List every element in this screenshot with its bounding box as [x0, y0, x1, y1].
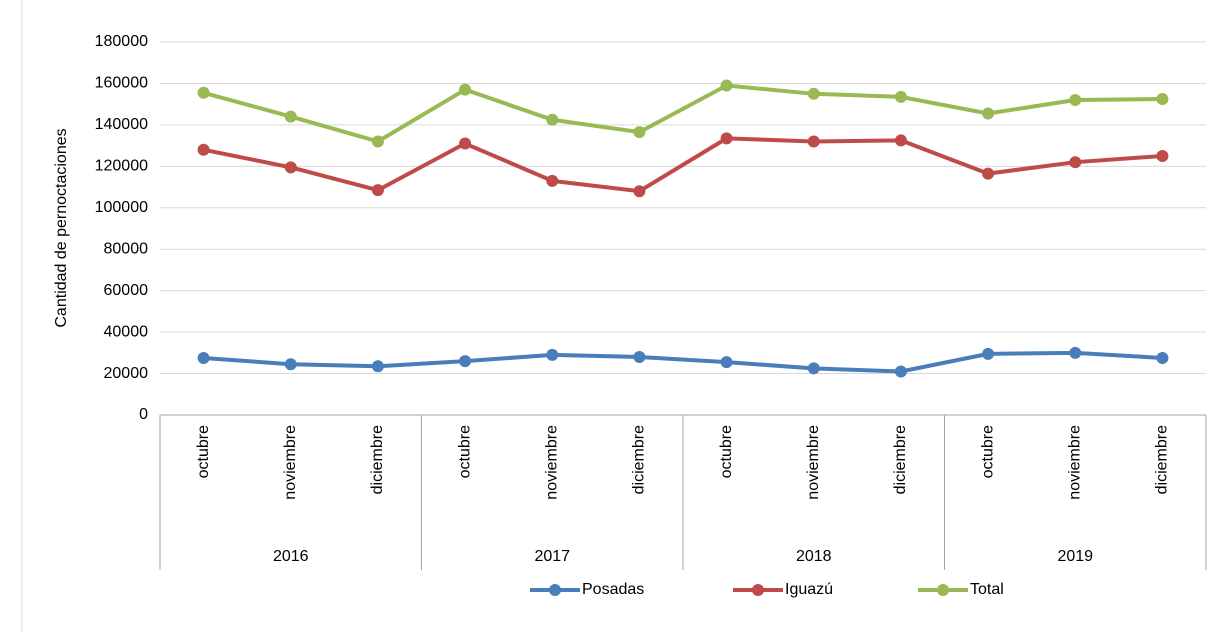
series-marker	[720, 132, 733, 145]
legend-marker	[752, 584, 764, 596]
x-tick-label: noviembre	[1066, 425, 1083, 500]
legend-label: Iguazú	[785, 581, 833, 598]
series-marker	[807, 362, 820, 375]
series-marker	[197, 143, 210, 156]
group-label: 2016	[273, 548, 309, 565]
series-marker	[459, 83, 472, 96]
legend-marker	[937, 584, 949, 596]
group-label: 2018	[796, 548, 832, 565]
x-tick-label: noviembre	[805, 425, 822, 500]
y-tick-label: 140000	[95, 116, 148, 133]
series-marker	[1156, 92, 1169, 105]
y-tick-label: 180000	[95, 33, 148, 50]
x-tick-label: diciembre	[1154, 425, 1171, 494]
series-marker	[459, 137, 472, 150]
x-tick-label: noviembre	[543, 425, 560, 500]
series-marker	[807, 135, 820, 148]
series-marker	[284, 358, 297, 371]
series-marker	[633, 126, 646, 139]
series-marker	[982, 167, 995, 180]
series-marker	[633, 350, 646, 363]
x-tick-label: noviembre	[282, 425, 299, 500]
series-marker	[720, 356, 733, 369]
x-tick-label: diciembre	[369, 425, 386, 494]
legend-marker	[549, 584, 561, 596]
x-tick-label: octubre	[979, 425, 996, 478]
series-marker	[894, 365, 907, 378]
group-label: 2017	[534, 548, 570, 565]
legend-label: Total	[970, 581, 1004, 598]
series-line	[203, 350, 1163, 374]
series-marker	[1069, 156, 1082, 169]
series-marker	[546, 113, 559, 126]
y-tick-label: 120000	[95, 158, 148, 175]
series-marker	[546, 174, 559, 187]
series-marker	[1156, 149, 1169, 162]
series-marker	[284, 161, 297, 174]
y-tick-label: 100000	[95, 199, 148, 216]
x-tick-label: octubre	[718, 425, 735, 478]
series-marker	[197, 86, 210, 99]
y-tick-label: 60000	[104, 282, 149, 299]
y-axis-label: Cantidad de pernoctaciones	[53, 128, 70, 327]
series-marker	[546, 348, 559, 361]
series-marker	[371, 135, 384, 148]
y-tick-label: 0	[139, 406, 148, 423]
y-tick-label: 80000	[104, 240, 149, 257]
series-marker	[807, 87, 820, 100]
x-tick-label: diciembre	[892, 425, 909, 494]
series-marker	[197, 352, 210, 365]
chart-frame	[21, 0, 23, 637]
series-line	[203, 136, 1163, 194]
series-marker	[1069, 346, 1082, 359]
series-marker	[633, 185, 646, 198]
x-tick-label: octubre	[456, 425, 473, 478]
y-tick-label: 40000	[104, 323, 149, 340]
series-marker	[459, 355, 472, 368]
series-marker	[894, 134, 907, 147]
series-marker	[982, 107, 995, 120]
y-tick-label: 160000	[95, 75, 148, 92]
series-marker	[894, 90, 907, 103]
series-marker	[720, 79, 733, 92]
series-marker	[1069, 94, 1082, 107]
series-marker	[982, 347, 995, 360]
x-tick-label: octubre	[195, 425, 212, 478]
legend-label: Posadas	[582, 581, 644, 598]
y-tick-label: 20000	[104, 365, 149, 382]
series-marker	[371, 360, 384, 373]
x-tick-label: diciembre	[631, 425, 648, 494]
series-line	[203, 83, 1163, 144]
series-marker	[371, 184, 384, 197]
series-marker	[284, 110, 297, 123]
series-marker	[1156, 352, 1169, 365]
group-label: 2019	[1057, 548, 1093, 565]
